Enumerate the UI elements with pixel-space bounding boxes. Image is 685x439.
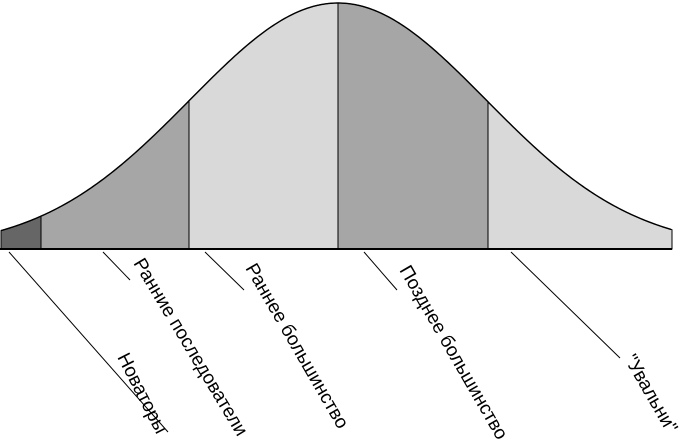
segment-early-majority-area [188, 2, 339, 250]
label-innovators: Новаторы [113, 350, 171, 438]
segment-innovators-area [0, 215, 42, 250]
bell-curve-outline [0, 2, 672, 232]
leader-line-early-adopters [102, 251, 131, 281]
label-early-majority: Раннее большинство [241, 260, 353, 432]
segment-laggards-area [487, 100, 673, 250]
leader-line-late-majority [363, 251, 398, 291]
segment-late-majority-area [337, 2, 489, 250]
leader-line-laggards [510, 251, 621, 359]
label-late-majority: Позднее большинство [395, 262, 512, 439]
leader-line-early-majority [204, 251, 245, 291]
leader-line-innovators [8, 251, 169, 433]
label-laggards: "Увальни" [620, 351, 682, 437]
